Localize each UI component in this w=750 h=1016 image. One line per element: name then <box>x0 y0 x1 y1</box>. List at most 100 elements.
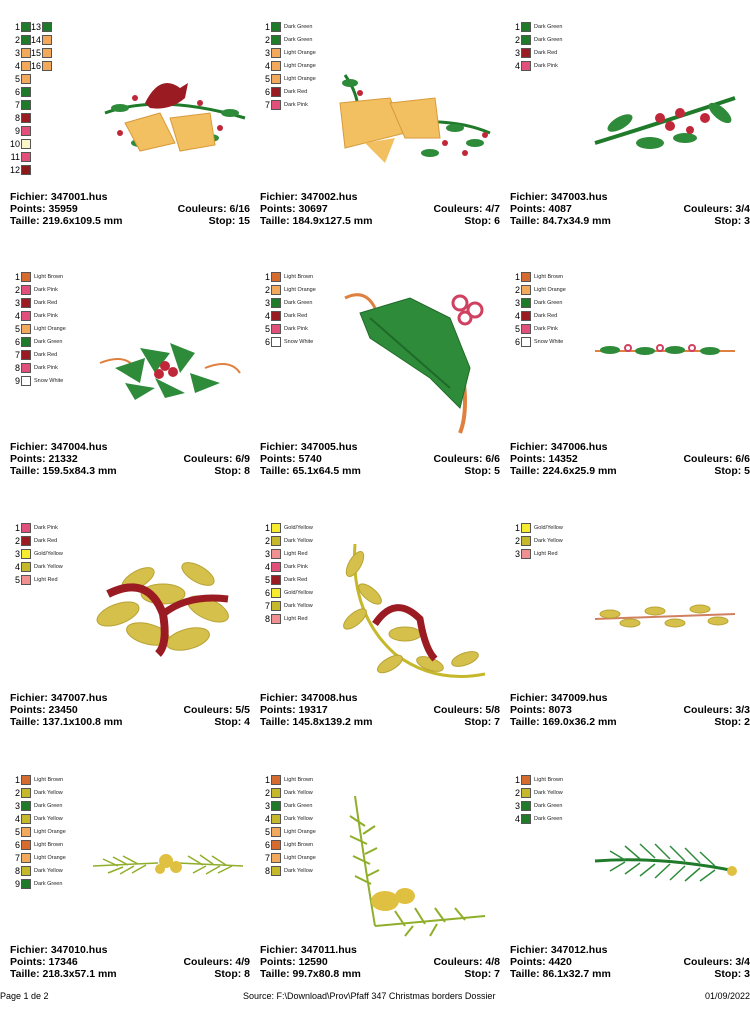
stitch-points: Points: 21332 <box>10 453 78 465</box>
thread-color-row: 1 Light Brown <box>510 773 563 786</box>
color-swatch <box>271 336 281 347</box>
thread-color-row: 1 Dark Green <box>260 20 316 33</box>
thread-number: 9 <box>14 878 20 889</box>
thread-color-row: 3 Dark Green <box>260 296 316 309</box>
stitch-points: Points: 23450 <box>10 704 78 716</box>
color-swatch <box>521 271 531 282</box>
thread-number: 1 <box>264 522 270 533</box>
thread-number: 5 <box>514 323 520 334</box>
thread-color-legend: 1 Gold/Yellow 2 Dark Yellow 3 Light Red 4 Dark … <box>260 521 313 625</box>
thread-number: 13 <box>31 21 42 32</box>
color-swatch <box>271 323 281 334</box>
thread-color-name: Dark Green <box>284 802 313 809</box>
color-count: Couleurs: 5/8 <box>433 704 500 716</box>
thread-number: 6 <box>514 336 520 347</box>
thread-number: 9 <box>14 125 20 136</box>
design-card: 1 2 3 4 5 6 7 8 9 10 11 12 13 14 15 16 Fichier: 347001.… <box>10 18 250 263</box>
thread-number: 1 <box>14 774 20 785</box>
thread-color-name: Dark Red <box>34 537 58 544</box>
thread-color-row: 5 Dark Red <box>260 573 313 586</box>
thread-color-name: Dark Pink <box>34 524 58 531</box>
thread-color-name: Dark Yellow <box>284 789 313 796</box>
thread-number: 5 <box>264 826 270 837</box>
design-card: 1 Light Brown 2 Dark Yellow 3 Dark Green 4 Dark… <box>10 771 250 1016</box>
design-card: 1 Light Brown 2 Dark Yellow 3 Dark Green 4 Dark… <box>510 771 750 1016</box>
color-swatch <box>21 73 31 84</box>
color-swatch <box>42 34 52 45</box>
thread-color-name: Dark Pink <box>34 312 58 319</box>
thread-color-row: 2 Dark Yellow <box>10 786 66 799</box>
color-swatch <box>271 34 281 45</box>
source-path: Source: F:\Download\Prov\Pfaff 347 Chris… <box>243 991 496 1001</box>
thread-color-row: 5 <box>10 72 31 85</box>
thread-number: 2 <box>264 535 270 546</box>
thread-color-row: 1 Light Brown <box>10 270 66 283</box>
color-swatch <box>21 878 31 889</box>
design-card: 1 Light Brown 2 Dark Pink 3 Dark Red 4 Dark Pin… <box>10 268 250 513</box>
color-swatch <box>21 112 31 123</box>
thread-color-row: 5 Dark Pink <box>260 322 316 335</box>
design-size: Taille: 218.3x57.1 mm <box>10 968 117 980</box>
color-swatch <box>21 774 31 785</box>
thread-color-row: 3 <box>10 46 31 59</box>
thread-color-name: Dark Pink <box>534 62 558 69</box>
color-swatch <box>21 310 31 321</box>
thread-color-row: 3 Dark Red <box>510 46 562 59</box>
thread-number: 4 <box>264 813 270 824</box>
color-swatch <box>42 21 52 32</box>
thread-number: 1 <box>514 774 520 785</box>
thread-color-row: 1 Light Brown <box>260 270 316 283</box>
design-size: Taille: 219.6x109.5 mm <box>10 215 123 227</box>
stitch-points: Points: 19317 <box>260 704 328 716</box>
stop-count: Stop: 7 <box>464 968 500 980</box>
color-count: Couleurs: 4/7 <box>433 203 500 215</box>
file-name: Fichier: 347003.hus <box>510 191 608 203</box>
thread-number: 3 <box>264 47 270 58</box>
stitch-points: Points: 4420 <box>510 956 572 968</box>
thread-color-row: 13 <box>31 20 52 33</box>
thread-number: 3 <box>514 548 520 559</box>
thread-color-row: 7 Dark Yellow <box>260 599 313 612</box>
color-swatch <box>21 787 31 798</box>
thread-color-name: Dark Red <box>534 49 558 56</box>
color-swatch <box>42 60 52 71</box>
thread-number: 2 <box>14 535 20 546</box>
color-swatch <box>271 60 281 71</box>
thread-color-row: 11 <box>10 150 31 163</box>
thread-number: 2 <box>264 787 270 798</box>
design-info: Fichier: 347010.hus Points: 17346 Couleu… <box>10 944 250 980</box>
thread-color-row: 2 Dark Yellow <box>260 786 316 799</box>
thread-color-row: 5 Light Orange <box>260 72 316 85</box>
thread-color-name: Light Brown <box>34 273 64 280</box>
thread-number: 8 <box>264 613 270 624</box>
color-swatch <box>271 787 281 798</box>
thread-color-name: Snow White <box>284 338 314 345</box>
design-card: 1 Light Brown 2 Dark Yellow 3 Dark Green 4 Dark… <box>260 771 500 1016</box>
thread-color-name: Light Brown <box>34 841 64 848</box>
embroidery-design-preview <box>590 599 740 639</box>
thread-number: 3 <box>14 548 20 559</box>
thread-number: 7 <box>264 600 270 611</box>
file-name: Fichier: 347004.hus <box>10 441 108 453</box>
thread-color-name: Dark Red <box>284 88 308 95</box>
color-count: Couleurs: 6/6 <box>433 453 500 465</box>
thread-color-name: Light Brown <box>284 841 314 848</box>
color-swatch <box>21 535 31 546</box>
color-swatch <box>21 21 31 32</box>
thread-color-row: 3 Light Red <box>510 547 563 560</box>
thread-color-row: 6 Light Brown <box>260 838 316 851</box>
thread-color-row: 16 <box>31 59 52 72</box>
color-swatch <box>521 323 531 334</box>
color-swatch <box>521 284 531 295</box>
thread-color-row: 2 Dark Green <box>260 33 316 46</box>
thread-number: 7 <box>14 852 20 863</box>
thread-number: 3 <box>514 297 520 308</box>
thread-number: 6 <box>14 336 20 347</box>
thread-color-name: Light Orange <box>534 286 566 293</box>
thread-color-name: Dark Yellow <box>34 563 63 570</box>
thread-color-name: Dark Green <box>284 299 313 306</box>
thread-number: 4 <box>514 813 520 824</box>
color-swatch <box>521 34 531 45</box>
file-name: Fichier: 347011.hus <box>260 944 357 956</box>
stop-count: Stop: 5 <box>464 465 500 477</box>
